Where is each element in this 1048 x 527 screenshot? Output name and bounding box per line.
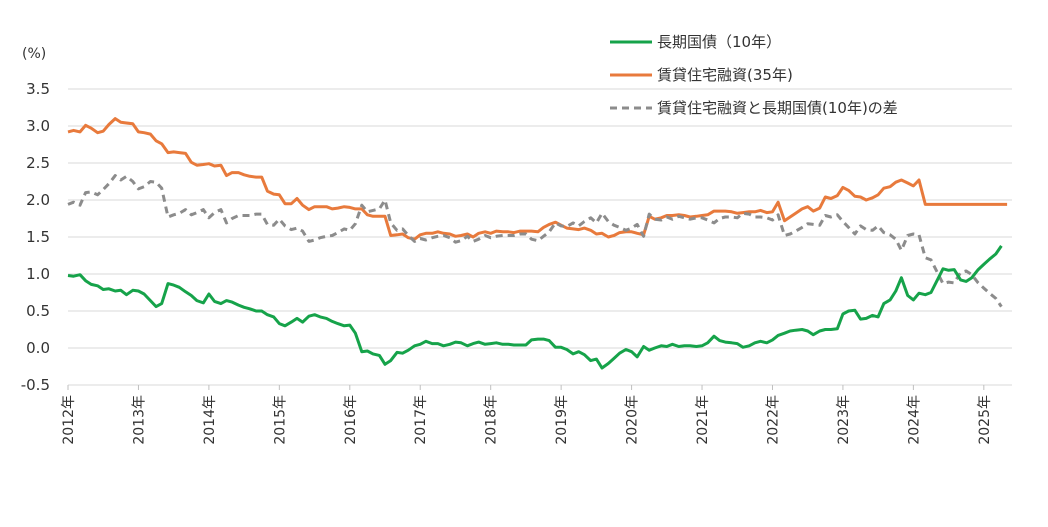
legend-label-rental-loan: 賃貸住宅融資(35年)	[657, 66, 793, 84]
x-tick-label: 2023年	[836, 395, 852, 445]
y-tick-label: -0.5	[21, 376, 50, 394]
series-lines	[67, 117, 1008, 370]
x-tick-label: 2016年	[343, 395, 359, 445]
y-tick-label: 3.0	[26, 117, 50, 135]
x-tick-label: 2013年	[131, 395, 147, 445]
x-tick-label: 2024年	[906, 395, 922, 445]
y-tick-label: 1.0	[26, 265, 50, 283]
x-tick-label: 2021年	[695, 395, 711, 445]
y-tick-label: 0.0	[26, 339, 50, 357]
x-axis-ticks: 2012年 2013年 2014年 2015年 2016年 2017年 2018年 2019年…	[61, 385, 993, 445]
x-tick-label: 2014年	[202, 395, 218, 445]
legend-item-rental-loan: 賃貸住宅融資(35年)	[610, 66, 793, 84]
y-tick-label: 1.5	[26, 228, 50, 246]
x-tick-label: 2015年	[272, 395, 288, 445]
x-tick-label: 2020年	[625, 395, 641, 445]
y-tick-label: 2.5	[26, 154, 50, 172]
x-tick-label: 2012年	[61, 395, 77, 445]
x-tick-label: 2022年	[765, 395, 781, 445]
legend-item-jgb10: 長期国債（10年）	[610, 33, 781, 51]
series-line-rental-loan	[67, 117, 1008, 241]
series-line-jgb10	[67, 245, 1003, 370]
y-tick-label: 3.5	[26, 80, 50, 98]
y-tick-label: 0.5	[26, 302, 50, 320]
x-tick-label: 2019年	[554, 395, 570, 445]
x-tick-label: 2018年	[484, 395, 500, 445]
legend-label-spread: 賃貸住宅融資と長期国債(10年)の差	[657, 99, 898, 117]
x-tick-label: 2017年	[413, 395, 429, 445]
legend-label-jgb10: 長期国債（10年）	[657, 33, 781, 51]
series-line-spread	[67, 174, 1003, 308]
grid-lines	[68, 88, 1012, 386]
y-tick-label: 2.0	[26, 191, 50, 209]
x-tick-label: 2025年	[977, 395, 993, 445]
legend-item-spread: 賃貸住宅融資と長期国債(10年)の差	[610, 99, 898, 117]
legend: 長期国債（10年） 賃貸住宅融資(35年) 賃貸住宅融資と長期国債(10年)の差	[610, 33, 898, 117]
y-axis-ticks: 3.5 3.0 2.5 2.0 1.5 1.0 0.5 0.0 -0.5	[21, 80, 50, 394]
y-axis-unit-label: (%)	[22, 46, 46, 62]
